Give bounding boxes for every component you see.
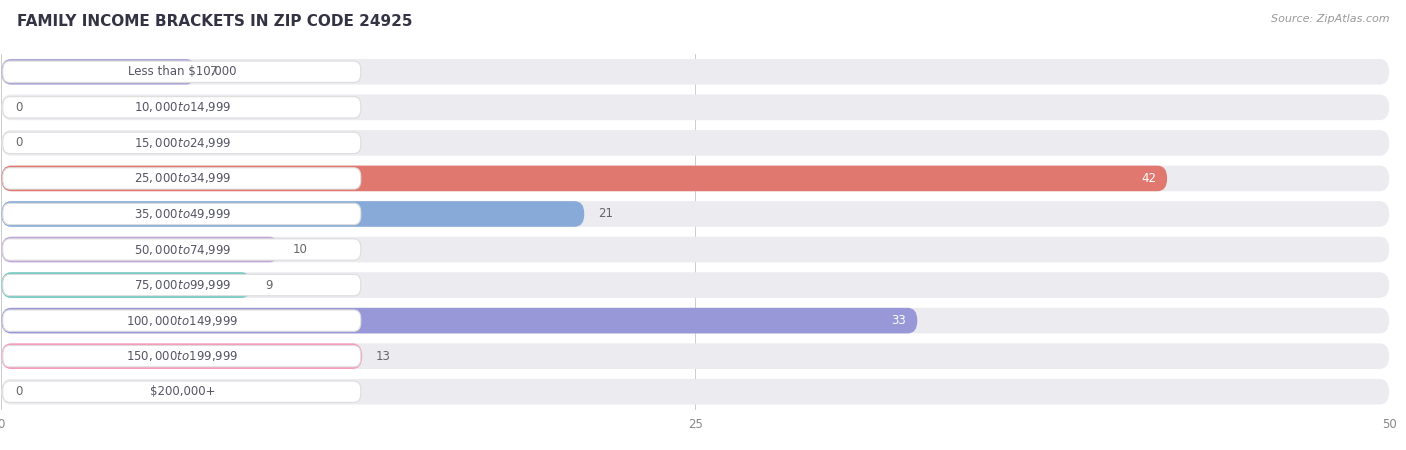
FancyBboxPatch shape — [3, 168, 361, 189]
FancyBboxPatch shape — [3, 239, 361, 260]
FancyBboxPatch shape — [3, 132, 361, 153]
Text: $25,000 to $34,999: $25,000 to $34,999 — [134, 171, 231, 185]
FancyBboxPatch shape — [1, 59, 1389, 85]
Text: Source: ZipAtlas.com: Source: ZipAtlas.com — [1271, 14, 1389, 23]
FancyBboxPatch shape — [1, 272, 252, 298]
Text: $75,000 to $99,999: $75,000 to $99,999 — [134, 278, 231, 292]
FancyBboxPatch shape — [1, 201, 1389, 227]
FancyBboxPatch shape — [1, 272, 1389, 298]
Text: 10: 10 — [292, 243, 308, 256]
Text: 0: 0 — [15, 101, 22, 114]
Text: 0: 0 — [15, 136, 22, 149]
FancyBboxPatch shape — [1, 201, 585, 227]
Text: $35,000 to $49,999: $35,000 to $49,999 — [134, 207, 231, 221]
FancyBboxPatch shape — [3, 203, 361, 225]
Text: Less than $10,000: Less than $10,000 — [128, 65, 236, 78]
Text: $10,000 to $14,999: $10,000 to $14,999 — [134, 100, 231, 114]
FancyBboxPatch shape — [1, 308, 1389, 333]
FancyBboxPatch shape — [1, 59, 195, 85]
Text: FAMILY INCOME BRACKETS IN ZIP CODE 24925: FAMILY INCOME BRACKETS IN ZIP CODE 24925 — [17, 14, 412, 28]
FancyBboxPatch shape — [3, 61, 361, 82]
Text: 42: 42 — [1142, 172, 1156, 185]
FancyBboxPatch shape — [1, 308, 917, 333]
Text: 7: 7 — [209, 65, 217, 78]
Text: 9: 9 — [266, 279, 273, 292]
FancyBboxPatch shape — [1, 237, 1389, 262]
FancyBboxPatch shape — [3, 97, 361, 118]
Text: 33: 33 — [891, 314, 907, 327]
Text: $100,000 to $149,999: $100,000 to $149,999 — [127, 314, 239, 328]
Text: 21: 21 — [598, 207, 613, 220]
Text: $150,000 to $199,999: $150,000 to $199,999 — [127, 349, 239, 363]
FancyBboxPatch shape — [1, 343, 363, 369]
FancyBboxPatch shape — [3, 346, 361, 367]
FancyBboxPatch shape — [3, 310, 361, 331]
Text: $15,000 to $24,999: $15,000 to $24,999 — [134, 136, 231, 150]
FancyBboxPatch shape — [1, 237, 278, 262]
Text: 0: 0 — [15, 385, 22, 398]
FancyBboxPatch shape — [1, 379, 1389, 405]
FancyBboxPatch shape — [3, 381, 361, 402]
FancyBboxPatch shape — [1, 343, 1389, 369]
Text: $200,000+: $200,000+ — [150, 385, 215, 398]
Text: $50,000 to $74,999: $50,000 to $74,999 — [134, 243, 231, 256]
FancyBboxPatch shape — [1, 94, 1389, 120]
Text: 13: 13 — [375, 350, 391, 363]
FancyBboxPatch shape — [1, 130, 1389, 156]
FancyBboxPatch shape — [1, 166, 1389, 191]
FancyBboxPatch shape — [3, 274, 361, 296]
FancyBboxPatch shape — [1, 166, 1167, 191]
